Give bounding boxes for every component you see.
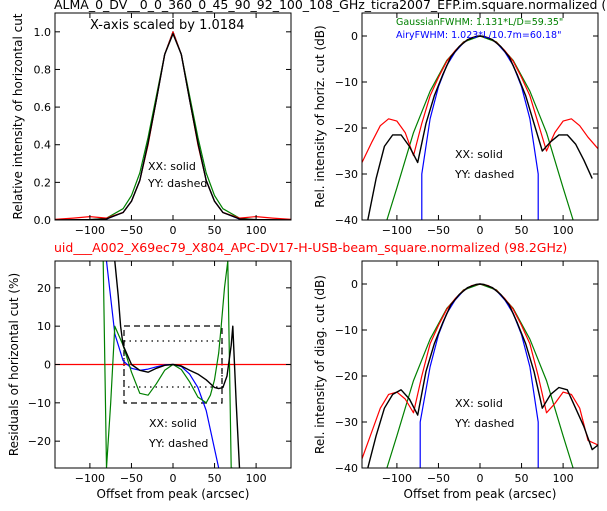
x-tick-label: 0 (477, 472, 484, 485)
y-tick-label: −10 (335, 324, 358, 337)
y-tick-label: 0.0 (34, 214, 52, 227)
y-tick-label: −30 (335, 416, 358, 429)
x-tick-label: −100 (75, 224, 105, 237)
annotation-yy: YY: dashed (148, 437, 208, 450)
x-tick-label: −100 (382, 472, 412, 485)
tick-group: −100 −50 0 50 100−40−30−20−100 (335, 13, 598, 237)
x-tick-label: 100 (246, 472, 267, 485)
y-tick-label: 0.4 (34, 139, 52, 152)
plot-area (362, 261, 598, 468)
annotation-xx: XX: solid (455, 148, 503, 161)
x-axis-label: Offset from peak (arcsec) (404, 487, 557, 501)
x-tick-label: 0 (170, 472, 177, 485)
y-tick-label: −20 (335, 370, 358, 383)
annotation-xx: XX: solid (148, 160, 196, 173)
plot-frame (54, 12, 292, 221)
y-tick-label: 20 (37, 282, 51, 295)
annotation-xx: XX: solid (455, 397, 503, 410)
y-axis-label: Rel. intensity of diag. cut (dB) (313, 275, 327, 454)
y-tick-label: −10 (28, 397, 51, 410)
plot-area (362, 13, 598, 220)
y-tick-label: 0.2 (34, 176, 52, 189)
y-axis-label: Residuals of horizontal cut (%) (7, 273, 21, 456)
panel-horizontal-db: −100 −50 0 50 100−40−30−20−100 Rel. intensit… (313, 12, 599, 237)
plot-frame (361, 12, 599, 221)
y-tick-label: 1.0 (34, 26, 52, 39)
series-group (55, 31, 291, 220)
plot-area (55, 13, 291, 220)
y-tick-label: 10 (37, 320, 51, 333)
x-tick-label: −50 (120, 472, 143, 485)
x-tick-label: −50 (120, 224, 143, 237)
y-tick-label: 0 (351, 30, 358, 43)
y-tick-label: 0 (44, 359, 51, 372)
plot-frame (361, 260, 599, 469)
y-tick-label: 0 (351, 278, 358, 291)
x-tick-label: 50 (208, 224, 222, 237)
x-tick-label: 100 (246, 224, 267, 237)
tick-group: −100 −50 0 50 100−40−30−20−100 (335, 261, 598, 485)
y-tick-label: 0.8 (34, 63, 52, 76)
x-tick-label: −50 (427, 224, 450, 237)
y-tick-label: −20 (28, 435, 51, 448)
x-tick-label: 50 (515, 472, 529, 485)
series-line-3 (367, 283, 598, 468)
figure-title-mid: uid___A002_X69ec79_X804_APC-DV17-H-USB-b… (54, 240, 567, 255)
legend-airy: AiryFWHM: 1.023*L/10.7m=60.18" (396, 30, 561, 41)
x-axis-label: Offset from peak (arcsec) (97, 487, 250, 501)
x-tick-label: −100 (75, 472, 105, 485)
y-axis-label: Relative intensity of horizontal cut (11, 13, 25, 219)
y-tick-label: −10 (335, 76, 358, 89)
y-tick-label: 0.6 (34, 101, 52, 114)
series-group (362, 283, 598, 468)
scale-note: X-axis scaled by 1.0184 (90, 18, 245, 33)
series-line-2 (102, 261, 233, 468)
x-tick-label: −100 (382, 224, 412, 237)
y-tick-label: −30 (335, 168, 358, 181)
figure-title-top: ALMA_0_DV__0_0_360_0_45_90_92_100_108_GH… (54, 0, 606, 12)
annotation-xx: XX: solid (149, 417, 197, 430)
x-tick-label: −50 (427, 472, 450, 485)
legend-gaussian: GaussianFWHM: 1.131*L/D=59.35" (396, 17, 563, 28)
x-tick-label: 100 (553, 472, 574, 485)
series-line-3 (367, 35, 593, 220)
panel-diagonal-db: −100 −50 0 50 100−40−30−20−100 Rel. intensit… (313, 260, 599, 501)
series-group (55, 261, 291, 468)
series-line-3 (55, 33, 291, 220)
annotation-yy: YY: dashed (454, 168, 514, 181)
y-tick-label: −40 (335, 462, 358, 475)
annotation-yy: YY: dashed (147, 177, 207, 190)
y-axis-label: Rel. intensity of horiz. cut (dB) (313, 25, 327, 207)
x-tick-label: 50 (208, 472, 222, 485)
y-tick-label: −40 (335, 214, 358, 227)
annotation-yy: YY: dashed (454, 417, 514, 430)
panel-horizontal-cut: −100 −50 0 50 100 0.0 0.2 0.4 0.6 0.8 1.0 Relative… (11, 12, 292, 237)
x-tick-label: 50 (515, 224, 529, 237)
plot-frame (54, 260, 292, 469)
tick-group: −100 −50 0 50 100 0.0 0.2 0.4 0.6 0.8 1.0 (34, 13, 291, 237)
y-tick-label: −20 (335, 122, 358, 135)
x-tick-label: 0 (477, 224, 484, 237)
x-tick-label: 100 (553, 224, 574, 237)
series-group (362, 35, 598, 220)
series-line-3 (114, 261, 241, 468)
x-tick-label: 0 (170, 224, 177, 237)
